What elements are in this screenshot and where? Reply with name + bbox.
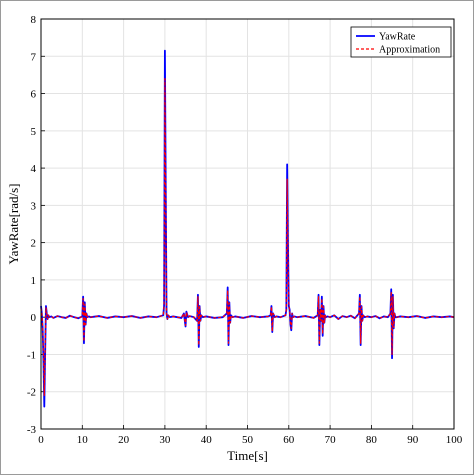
x-tick-label: 40 [201, 434, 213, 446]
x-axis-label: Time[s] [227, 448, 268, 463]
plot-border [40, 18, 455, 430]
legend: YawRate Approximation [350, 26, 452, 58]
y-tick-label: 7 [31, 51, 37, 63]
x-tick-label: 30 [159, 434, 171, 446]
x-tick-label: 80 [366, 434, 378, 446]
series-lines [40, 49, 455, 408]
y-tick-label: 1 [31, 275, 37, 287]
y-tick-labels: -3 -2 -1 0 1 2 3 4 5 6 7 8 [27, 14, 37, 436]
x-tick-label: 100 [446, 434, 463, 446]
y-axis-label: YawRate[rad/s] [6, 184, 21, 265]
y-tick-label: -1 [27, 349, 36, 361]
x-tick-label: 20 [118, 434, 130, 446]
x-tick-label: 10 [77, 434, 89, 446]
y-tick-label: 6 [31, 89, 37, 101]
legend-box [350, 26, 452, 58]
y-tick-label: 5 [31, 126, 37, 138]
x-tick-label: 70 [325, 434, 337, 446]
y-tick-label: 3 [31, 200, 37, 212]
y-tick-label: 4 [31, 163, 37, 175]
y-tick-label: -3 [27, 424, 37, 436]
x-tick-label: 90 [407, 434, 419, 446]
x-tick-label: 60 [283, 434, 295, 446]
x-tick-label: 0 [38, 434, 44, 446]
y-tick-label: 0 [31, 312, 37, 324]
legend-label-approximation: Approximation [379, 45, 440, 56]
y-tick-label: 2 [31, 238, 37, 250]
y-tick-label: -2 [27, 387, 36, 399]
x-tick-labels: 0 10 20 30 40 50 60 70 80 90 100 [38, 434, 463, 446]
y-tick-label: 8 [31, 14, 37, 26]
x-tick-label: 50 [242, 434, 254, 446]
series-line-approximation [40, 78, 455, 397]
legend-label-yawrate: YawRate [379, 32, 416, 43]
